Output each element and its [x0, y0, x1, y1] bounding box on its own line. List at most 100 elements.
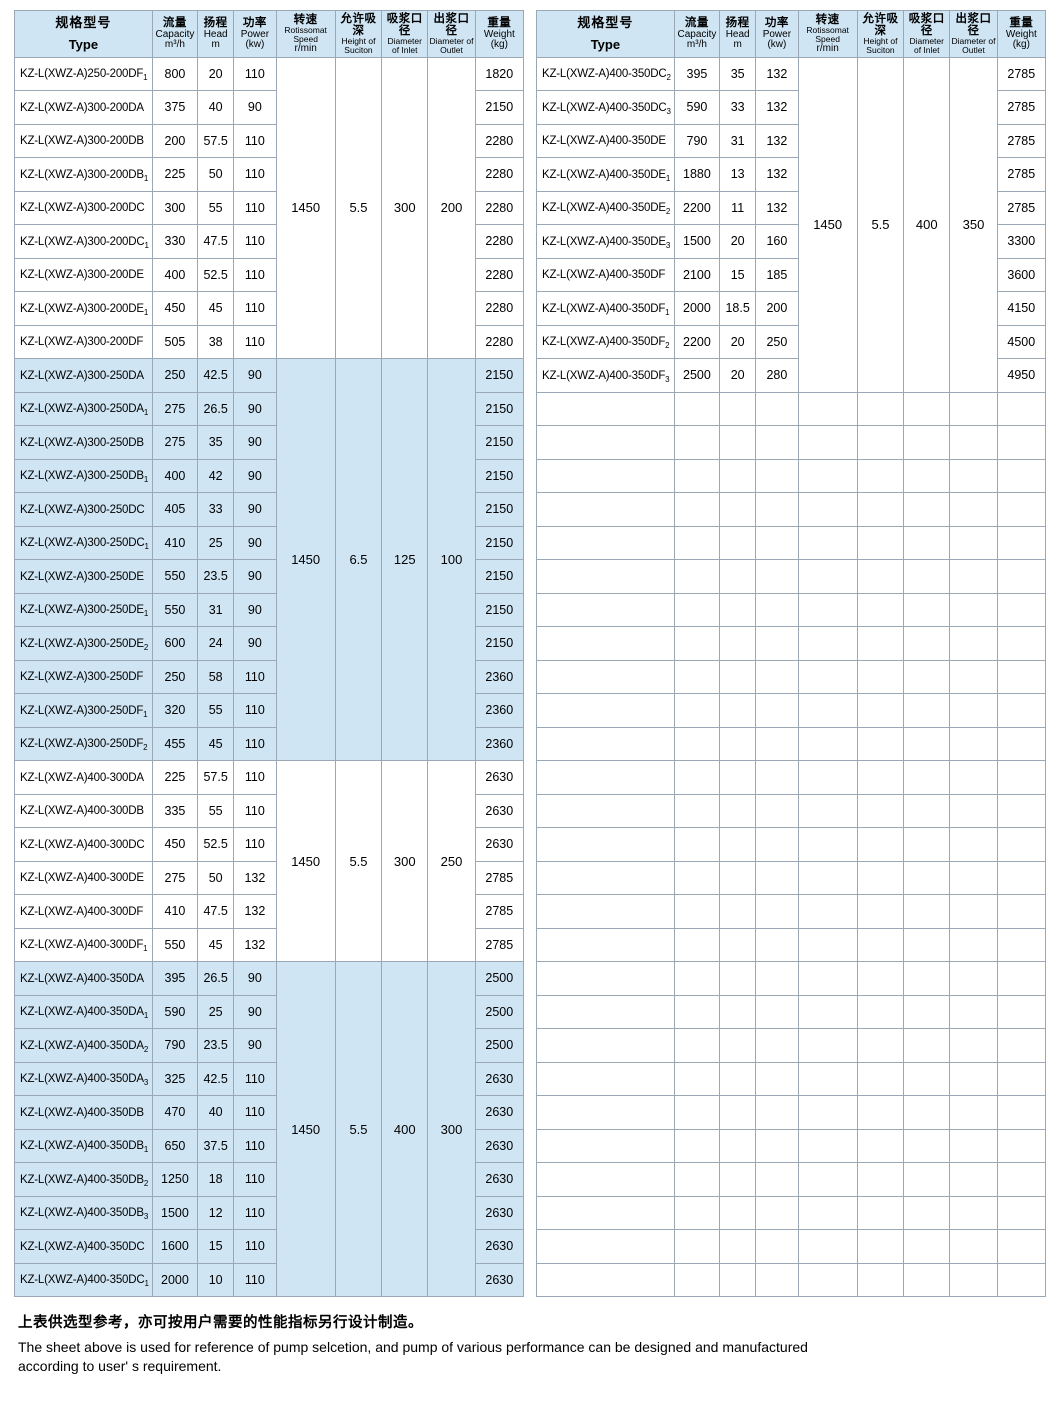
type-subscript: 1 — [143, 173, 149, 183]
type-subscript: 1 — [144, 240, 149, 250]
type-subscript: 2 — [666, 73, 671, 83]
cell-type: KZ-L(XWZ-A)400-350DF — [536, 257, 675, 293]
cell-weight: 2150 — [474, 559, 525, 594]
cell-power: 110 — [233, 157, 277, 192]
type-subscript: 1 — [665, 307, 670, 317]
cell-head: 52.5 — [197, 827, 235, 862]
type-subscript: 1 — [143, 709, 148, 719]
cell-empty — [755, 458, 799, 494]
cell-empty — [755, 994, 799, 1030]
cell-empty — [949, 760, 998, 795]
cell-power: 110 — [233, 1229, 277, 1264]
cell-weight: 4500 — [996, 324, 1047, 360]
cell-power: 185 — [755, 257, 799, 293]
cell-empty — [719, 1028, 757, 1063]
table-head-right: 规格型号 Type 流量 Capacity m³/h 扬程 Head m 功 — [536, 10, 1047, 58]
table-row: KZ-L(XWZ-A)400-300DC 450 52.5 110 2630 — [14, 827, 525, 862]
type-subscript: 2 — [665, 207, 671, 217]
cell-empty — [903, 693, 951, 728]
cell-weight: 2785 — [474, 894, 525, 929]
cell-type: KZ-L(XWZ-A)300-250DE — [14, 559, 153, 594]
cell-empty — [536, 391, 675, 427]
table-row: KZ-L(XWZ-A)400-300DF1 550 45 132 2785 — [14, 927, 525, 963]
header-type-cn: 规格型号 — [55, 15, 112, 31]
cell-empty — [673, 1229, 721, 1264]
cell-type: KZ-L(XWZ-A)400-350DA1 — [14, 994, 153, 1030]
cell-empty — [536, 592, 675, 628]
type-subscript: 1 — [143, 1011, 149, 1021]
cell-power: 132 — [755, 56, 799, 92]
cell-power: 90 — [233, 559, 277, 594]
cell-empty — [755, 1128, 799, 1164]
header-type: 规格型号 Type — [536, 10, 675, 58]
cell-suction: 5.5 — [856, 56, 905, 393]
type-subscript: 1 — [143, 73, 148, 83]
cell-capacity: 325 — [151, 1061, 199, 1097]
cell-head: 42 — [197, 458, 235, 494]
cell-empty — [536, 1262, 675, 1298]
type-subscript: 1 — [143, 944, 148, 954]
cell-power: 110 — [233, 56, 277, 92]
cell-empty — [949, 793, 998, 829]
cell-capacity: 275 — [151, 391, 199, 427]
cell-empty — [536, 559, 675, 594]
cell-outlet: 350 — [949, 56, 998, 393]
cell-empty — [797, 760, 858, 795]
cell-empty — [755, 492, 799, 527]
cell-type: KZ-L(XWZ-A)400-350DE3 — [536, 224, 675, 259]
cell-empty — [755, 1162, 799, 1197]
type-subscript: 1 — [143, 475, 149, 485]
cell-empty — [536, 525, 675, 561]
cell-type: KZ-L(XWZ-A)400-350DF1 — [536, 291, 675, 326]
cell-type: KZ-L(XWZ-A)300-250DF2 — [14, 726, 153, 762]
cell-power: 110 — [233, 726, 277, 762]
cell-head: 57.5 — [197, 760, 235, 795]
cell-empty — [719, 492, 757, 527]
cell-weight: 2785 — [474, 927, 525, 963]
cell-head: 52.5 — [197, 257, 235, 293]
cell-empty — [797, 726, 858, 762]
cell-power: 250 — [755, 324, 799, 360]
cell-power: 90 — [233, 1028, 277, 1063]
cell-power: 110 — [233, 224, 277, 259]
cell-head: 37.5 — [197, 1128, 235, 1164]
table-row: KZ-L(XWZ-A)400-300DE 275 50 132 2785 — [14, 860, 525, 896]
cell-capacity: 1880 — [673, 157, 721, 192]
cell-power: 110 — [233, 1262, 277, 1298]
cell-weight: 2500 — [474, 1028, 525, 1063]
cell-type: KZ-L(XWZ-A)400-350DF2 — [536, 324, 675, 360]
type-subscript: 1 — [144, 542, 149, 552]
table-row: KZ-L(XWZ-A)300-200DC1 330 47.5 110 2280 — [14, 224, 525, 259]
cell-capacity: 200 — [151, 123, 199, 159]
table-row: KZ-L(XWZ-A)300-200DB1 225 50 110 2280 — [14, 157, 525, 192]
cell-speed: 1450 — [275, 760, 336, 963]
cell-empty — [856, 927, 905, 963]
header-head-cn: 扬程 — [203, 17, 228, 30]
header-speed-unit: r/min — [294, 42, 317, 54]
cell-power: 132 — [233, 860, 277, 896]
cell-empty — [797, 1061, 858, 1097]
cell-capacity: 400 — [151, 458, 199, 494]
cell-empty — [856, 693, 905, 728]
header-inlet-cn: 吸浆口径 — [386, 13, 423, 38]
cell-empty — [673, 1028, 721, 1063]
cell-empty — [719, 458, 757, 494]
cell-power: 132 — [233, 894, 277, 929]
cell-empty — [755, 927, 799, 963]
cell-empty — [755, 525, 799, 561]
cell-type: KZ-L(XWZ-A)400-350DB — [14, 1095, 153, 1130]
cell-speed: 1450 — [275, 961, 336, 1298]
cell-capacity: 275 — [151, 425, 199, 460]
cell-head: 20 — [197, 56, 235, 92]
cell-empty — [755, 391, 799, 427]
cell-weight: 2150 — [474, 391, 525, 427]
cell-type: KZ-L(XWZ-A)400-350DA3 — [14, 1061, 153, 1097]
cell-empty — [996, 1229, 1047, 1264]
cell-empty — [755, 961, 799, 996]
cell-empty — [719, 1262, 757, 1298]
cell-empty — [996, 425, 1047, 460]
cell-inlet: 400 — [903, 56, 951, 393]
table-row: KZ-L(XWZ-A)400-300DA 225 57.5 110 1450 5.5 300… — [14, 760, 525, 963]
cell-empty — [719, 961, 757, 996]
